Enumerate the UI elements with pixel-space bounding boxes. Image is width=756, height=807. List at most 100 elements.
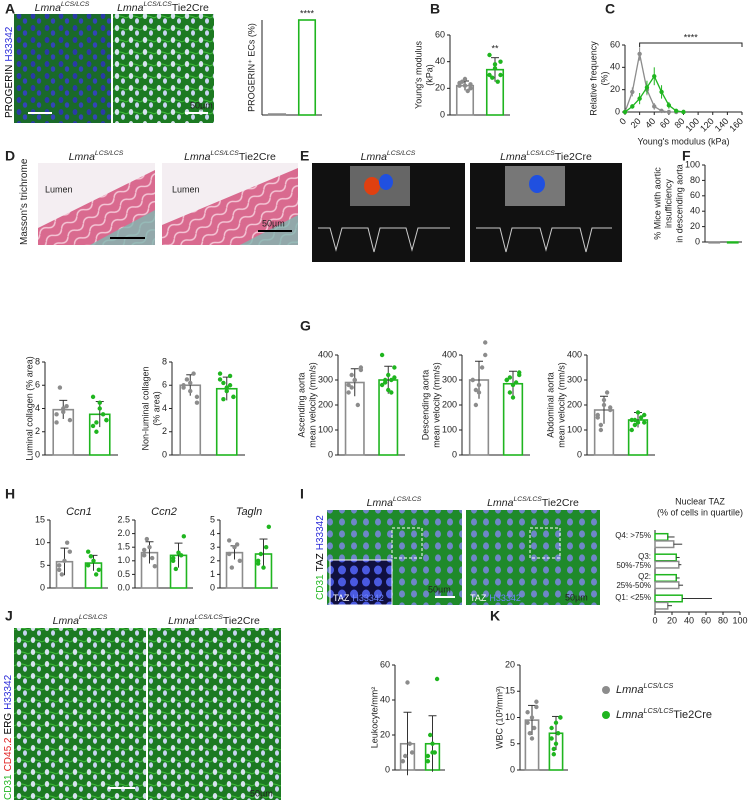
group-label: LmnaLCS/LCSTie2Cre bbox=[487, 496, 579, 508]
data-point bbox=[556, 731, 561, 736]
group-label-part: Lmna bbox=[616, 709, 644, 721]
data-point bbox=[630, 89, 635, 95]
category-label-text: Q1: <25% bbox=[615, 592, 651, 602]
data-point bbox=[96, 567, 102, 573]
y-tick-label: 0 bbox=[440, 109, 445, 119]
data-point bbox=[147, 545, 152, 550]
legend-marker bbox=[602, 711, 610, 719]
data-point bbox=[217, 371, 223, 376]
data-point bbox=[358, 367, 364, 373]
data-point bbox=[681, 109, 686, 115]
panel-letter: F bbox=[682, 148, 691, 164]
group-label: LmnaLCS/LCSTie2Cre bbox=[184, 150, 276, 162]
data-point bbox=[349, 385, 354, 390]
y-axis-label: insufficiency bbox=[663, 179, 673, 228]
group-label-part: Tie2Cre bbox=[239, 151, 276, 163]
data-point bbox=[97, 406, 102, 411]
doppler-trace bbox=[318, 227, 450, 253]
data-point bbox=[232, 545, 237, 550]
group-label-part: LCS/LCS bbox=[61, 1, 90, 8]
data-point bbox=[261, 565, 266, 570]
y-axis-label: Young's modulus bbox=[413, 41, 423, 109]
panel-letter: E bbox=[300, 148, 309, 164]
y-tick-label: 4 bbox=[35, 403, 40, 413]
y-tick-label: 0 bbox=[452, 449, 457, 459]
doppler-trace bbox=[476, 227, 612, 253]
chart-title: Nuclear TAZ bbox=[675, 496, 725, 506]
inset bbox=[329, 559, 393, 606]
y-tick-label: 0 bbox=[385, 764, 390, 774]
bar bbox=[654, 573, 677, 583]
data-point bbox=[476, 390, 482, 395]
panel-letter: H bbox=[5, 486, 15, 502]
data-point bbox=[266, 524, 272, 529]
data-point bbox=[632, 422, 638, 428]
data-point bbox=[637, 96, 642, 101]
data-point bbox=[352, 377, 357, 383]
data-point bbox=[346, 390, 351, 395]
legend-marker bbox=[602, 686, 610, 694]
y-tick-label: 60 bbox=[690, 190, 700, 200]
data-point bbox=[468, 82, 473, 87]
y-tick-label: 400 bbox=[318, 349, 333, 359]
data-point bbox=[62, 558, 67, 563]
data-point bbox=[517, 370, 522, 375]
significance: **** bbox=[684, 32, 699, 42]
scale-bar-label: 50µm bbox=[190, 100, 213, 110]
data-point bbox=[534, 704, 539, 710]
bar bbox=[654, 601, 669, 610]
data-point bbox=[549, 725, 554, 731]
data-point bbox=[673, 108, 679, 114]
data-point bbox=[90, 423, 96, 429]
data-point bbox=[595, 412, 600, 418]
data-point bbox=[405, 680, 410, 685]
data-point bbox=[652, 104, 657, 109]
data-point bbox=[468, 86, 473, 91]
data-point bbox=[67, 417, 73, 423]
data-point bbox=[389, 377, 394, 383]
group-label-part: Lmna bbox=[117, 2, 143, 14]
inset-label-part: H33342 bbox=[489, 593, 521, 603]
data-point bbox=[346, 382, 351, 388]
scale-bar-label: 50µm bbox=[428, 584, 451, 594]
x-tick-label: 40 bbox=[684, 615, 694, 625]
y-tick-label: 15 bbox=[505, 686, 515, 696]
group-label: LmnaLCS/LCSTie2Cre bbox=[500, 150, 592, 162]
data-point bbox=[54, 412, 59, 417]
data-point bbox=[67, 549, 73, 554]
data-point bbox=[462, 83, 468, 88]
x-tick-label: 20 bbox=[629, 116, 643, 130]
category-label-text: Q3: 50%-75% bbox=[616, 551, 651, 570]
data-point bbox=[608, 405, 613, 410]
data-point bbox=[487, 72, 492, 78]
data-point bbox=[379, 352, 385, 358]
data-point bbox=[553, 720, 559, 725]
data-point bbox=[525, 720, 530, 725]
data-point bbox=[507, 390, 513, 395]
data-point bbox=[403, 753, 408, 759]
data-point bbox=[629, 417, 634, 423]
group-label-part: Tie2Cre bbox=[172, 2, 209, 14]
data-point bbox=[659, 108, 664, 114]
data-point bbox=[476, 382, 482, 388]
data-point bbox=[527, 731, 532, 736]
group-label-part: Tie2Cre bbox=[542, 497, 579, 509]
data-point bbox=[473, 387, 479, 393]
data-point bbox=[237, 558, 243, 563]
y-axis-label: mean velocity (mm/s) bbox=[431, 362, 441, 448]
data-point bbox=[221, 397, 226, 402]
data-point bbox=[152, 564, 158, 569]
x-tick-label: 20 bbox=[667, 615, 677, 625]
data-point bbox=[56, 567, 62, 573]
y-tick-label: 200 bbox=[442, 399, 457, 409]
micrograph bbox=[113, 14, 214, 123]
data-point bbox=[483, 352, 488, 358]
data-point bbox=[642, 420, 647, 425]
stain-label-part: H33342 bbox=[4, 26, 15, 61]
inset-box bbox=[391, 527, 423, 559]
data-point bbox=[407, 741, 412, 746]
data-point bbox=[465, 88, 470, 94]
data-point bbox=[644, 85, 650, 90]
data-point bbox=[598, 422, 604, 428]
scale-bar-label: 50µm bbox=[250, 788, 273, 798]
